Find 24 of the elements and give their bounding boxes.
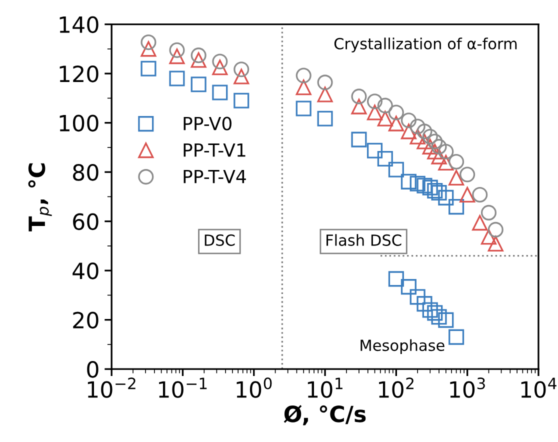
x-axis-title: Ø, °C/s xyxy=(284,405,366,426)
y-tick-label: 100 xyxy=(60,114,98,132)
y-axis-title: T$_{p}$, °C xyxy=(28,163,52,232)
y-tick-label: 40 xyxy=(72,262,98,280)
annotation: Flash DSC xyxy=(326,234,402,246)
x-tick-label: 10$^{1}$ xyxy=(308,378,342,398)
y-tick-label: 80 xyxy=(73,164,98,181)
x-tick-label: 10$^{−1}$ xyxy=(159,378,207,398)
x-tick-label: 10$^{−2}$ xyxy=(88,378,136,398)
x-tick-label: 10$^{4}$ xyxy=(521,378,556,398)
x-tick-label: 10$^{0}$ xyxy=(236,378,272,398)
x-tick-label: 10$^{3}$ xyxy=(450,378,485,398)
y-tick-label: 20 xyxy=(73,312,98,329)
annotation: Crystallization of α-form xyxy=(334,38,517,52)
legend-label: PP-T-V4 xyxy=(184,170,246,184)
y-tick-label: 140 xyxy=(60,16,98,34)
x-tick-label: 10$^{2}$ xyxy=(379,378,414,398)
y-tick-label: 60 xyxy=(73,213,98,230)
annotation: Mesophase xyxy=(360,339,444,354)
y-tick-label: 120 xyxy=(60,66,98,82)
legend-label: PP-T-V1 xyxy=(184,143,246,157)
legend-label: PP-V0 xyxy=(184,116,232,130)
annotation: DSC xyxy=(204,234,235,246)
y-tick-label: 0 xyxy=(87,361,98,378)
